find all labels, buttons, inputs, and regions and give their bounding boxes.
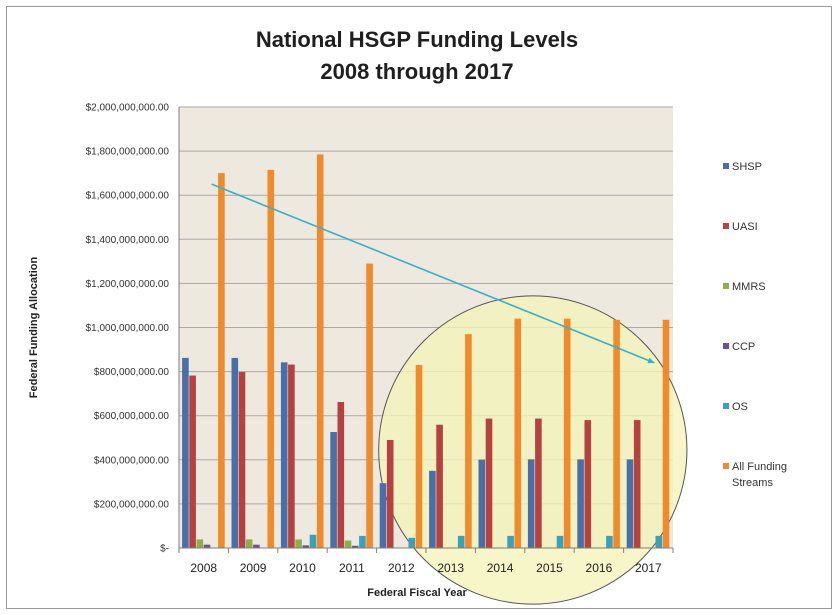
y-tick-label: $400,000,000.00: [94, 455, 170, 466]
bar-mmrs-2010: [295, 539, 302, 548]
bar-all-funding-streams-2008: [218, 173, 225, 548]
x-tick-label: 2012: [388, 561, 415, 575]
legend-label-line: All Funding: [732, 461, 787, 473]
legend-swatch: [723, 223, 729, 229]
legend-swatch: [723, 283, 729, 289]
x-tick-label: 2008: [190, 561, 217, 575]
trendline-arrowhead: [647, 357, 655, 364]
bar-all-funding-streams-2012: [415, 364, 423, 548]
chart-title-line-2: 2008 through 2017: [320, 59, 513, 84]
bar-uasi-2008: [189, 375, 196, 548]
x-tick-label: 2013: [437, 561, 464, 575]
legend-label: SHSP: [732, 161, 762, 173]
bar-uasi-2010: [288, 364, 295, 548]
y-tick-label: $800,000,000.00: [94, 367, 170, 378]
y-tick-label: $1,800,000,000.00: [86, 147, 170, 158]
bar-os-2011: [359, 535, 366, 548]
chart-title-line-1: National HSGP Funding Levels: [256, 27, 578, 52]
bar-ccp-2008: [203, 544, 211, 548]
highlight-circle: [378, 295, 688, 605]
bar-uasi-2011: [337, 402, 345, 548]
bar-all-funding-streams-2014: [514, 318, 522, 548]
bar-shsp-2009: [231, 357, 239, 548]
bar-shsp-2012: [379, 483, 387, 548]
bar-uasi-2015: [535, 418, 542, 548]
bar-mmrs-2008: [196, 539, 204, 548]
x-tick-label: 2016: [586, 561, 613, 575]
legend-label: All Funding Streams: [732, 461, 787, 489]
bar-uasi-2012: [386, 439, 394, 548]
bar-uasi-2009: [238, 372, 246, 548]
chart-frame: $- $200,000,000.00 $400,000,000.00 $600,000…: [6, 6, 832, 609]
bar-os-2013: [457, 535, 465, 548]
bar-shsp-2015: [527, 459, 535, 548]
legend-label: CCP: [732, 341, 755, 353]
bar-all-funding-streams-2015: [563, 318, 571, 548]
highlight-layer: [378, 295, 688, 605]
bar-os-2014: [507, 535, 514, 548]
x-axis-label: Federal Fiscal Year: [367, 587, 467, 599]
y-tick-label: $1,200,000,000.00: [86, 279, 170, 290]
bar-mmrs-2009: [245, 539, 253, 548]
bar-shsp-2014: [478, 459, 486, 548]
trend-layer: [211, 183, 655, 364]
bar-ccp-2009: [253, 544, 260, 548]
y-tick-label: $1,000,000,000.00: [86, 323, 170, 334]
trendline: [211, 183, 655, 364]
bars: [182, 154, 670, 548]
legend-swatch: [723, 343, 729, 349]
bar-all-funding-streams-2016: [613, 319, 620, 548]
bar-os-2016: [606, 535, 613, 548]
x-tick-label: 2015: [536, 561, 563, 575]
bar-ccp-2010: [302, 545, 310, 548]
bar-ccp-2011: [351, 545, 359, 548]
bar-uasi-2017: [633, 420, 641, 548]
y-tick-label: $600,000,000.00: [94, 411, 170, 422]
bar-shsp-2017: [626, 459, 634, 548]
bar-all-funding-streams-2009: [267, 169, 275, 548]
bar-os-2012: [408, 537, 416, 548]
bar-uasi-2016: [584, 420, 592, 548]
legend-swatch: [723, 463, 729, 469]
legend-swatch: [723, 163, 729, 169]
bar-shsp-2013: [429, 470, 436, 548]
legend-label: MMRS: [732, 281, 766, 293]
y-axis-label: Federal Funding Allocation: [28, 257, 40, 399]
x-tick-label: 2011: [339, 561, 365, 575]
x-tick-labels: 2008 2009 2010 2011 2012 2013 2014 2015 2016 2017: [190, 561, 662, 575]
bar-os-2017: [655, 535, 663, 548]
bar-all-funding-streams-2017: [662, 319, 670, 548]
y-tick-label: $-: [160, 544, 169, 555]
bar-uasi-2014: [485, 418, 493, 548]
legend-label: UASI: [732, 221, 758, 233]
legend: SHSP UASI MMRS CCP OS All Funding Streams: [723, 161, 787, 489]
bar-all-funding-streams-2011: [366, 263, 373, 548]
axes: [178, 107, 674, 553]
bar-os-2010: [309, 534, 317, 548]
legend-label-line: Streams: [732, 477, 773, 489]
x-tick-label: 2010: [289, 561, 316, 575]
x-tick-label: 2017: [635, 561, 662, 575]
bar-uasi-2013: [436, 424, 443, 548]
bar-mmrs-2011: [344, 540, 352, 548]
bar-os-2015: [556, 535, 564, 548]
y-tick-label: $1,600,000,000.00: [86, 191, 170, 202]
y-tick-labels: $- $200,000,000.00 $400,000,000.00 $600,000…: [86, 103, 170, 555]
bar-shsp-2008: [182, 357, 189, 548]
bar-shsp-2010: [280, 362, 288, 548]
bar-shsp-2011: [330, 432, 337, 548]
legend-swatch: [723, 403, 729, 409]
x-tick-label: 2009: [240, 561, 267, 575]
bar-shsp-2016: [577, 459, 584, 548]
y-tick-label: $2,000,000,000.00: [86, 103, 170, 114]
x-tick-label: 2014: [487, 561, 514, 575]
y-tick-label: $1,400,000,000.00: [86, 235, 170, 246]
legend-label: OS: [732, 401, 748, 413]
bar-all-funding-streams-2013: [465, 334, 472, 548]
y-tick-label: $200,000,000.00: [94, 499, 170, 510]
chart: $- $200,000,000.00 $400,000,000.00 $600,000…: [28, 27, 787, 605]
bar-all-funding-streams-2010: [316, 154, 324, 548]
